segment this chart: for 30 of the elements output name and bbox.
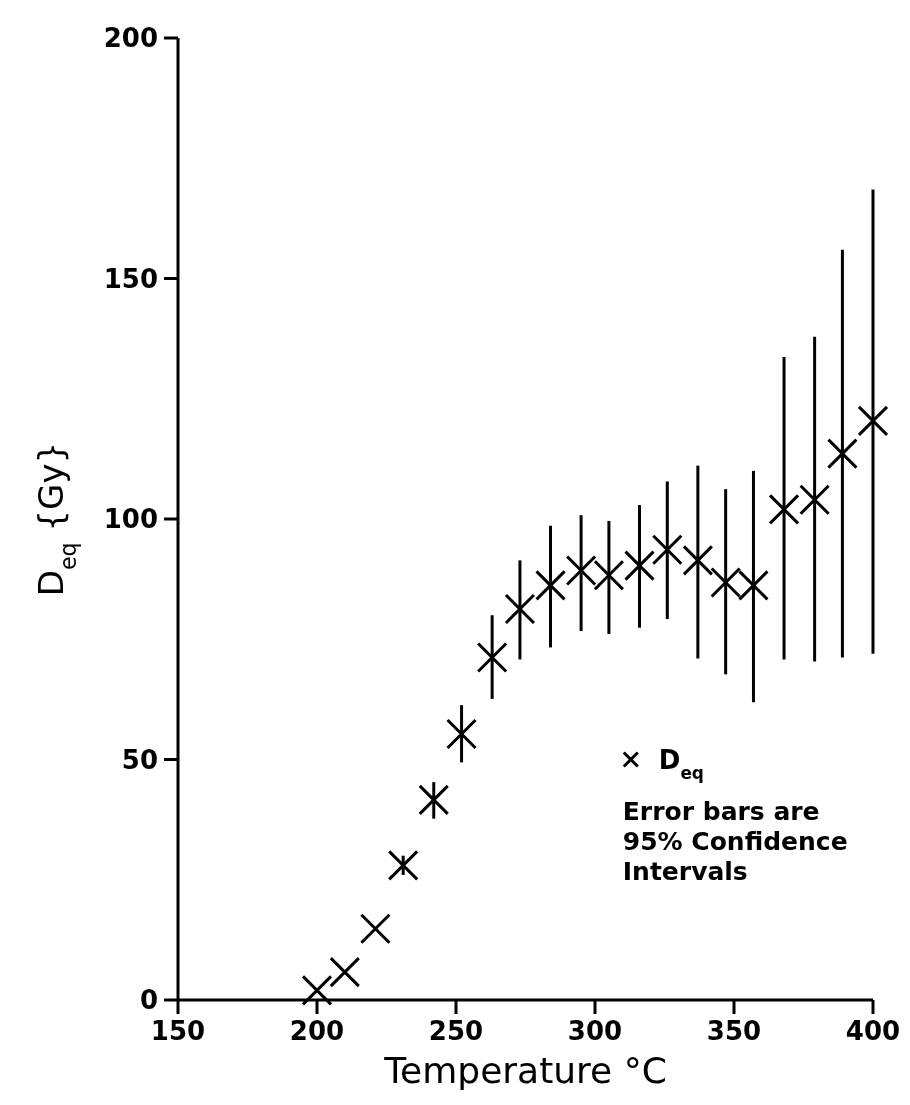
annotation: Error bars are 95% Confidence Intervals: [622, 796, 848, 886]
x-tick-label: 300: [567, 1016, 623, 1046]
point: [682, 544, 714, 576]
point: [651, 534, 683, 566]
x-tick-label: 400: [845, 1016, 901, 1046]
point: [301, 974, 333, 1006]
y-tick-label: 0: [139, 985, 158, 1016]
point: [826, 438, 858, 470]
point: [504, 593, 536, 625]
point: [418, 784, 450, 816]
x-axis-title: Temperature °C: [383, 1050, 667, 1091]
point: [768, 493, 800, 525]
point: [446, 718, 478, 750]
point: [623, 550, 655, 582]
point: [799, 484, 831, 516]
y-tick-label: 150: [103, 263, 158, 294]
x-tick-label: 200: [289, 1016, 345, 1046]
point: [329, 956, 361, 988]
y-tick-label: 50: [121, 744, 158, 775]
x-tick-label: 250: [428, 1016, 484, 1046]
point: [359, 913, 391, 945]
x-tick-label: 350: [706, 1016, 762, 1046]
point: [387, 849, 419, 881]
point: [535, 569, 567, 601]
y-tick-label: 200: [103, 23, 158, 54]
y-tick-label: 100: [103, 504, 158, 535]
x-tick-label: 150: [150, 1016, 206, 1046]
point: [857, 405, 889, 437]
legend-label: D$_{eq}$: [658, 744, 704, 783]
point: [476, 642, 508, 674]
